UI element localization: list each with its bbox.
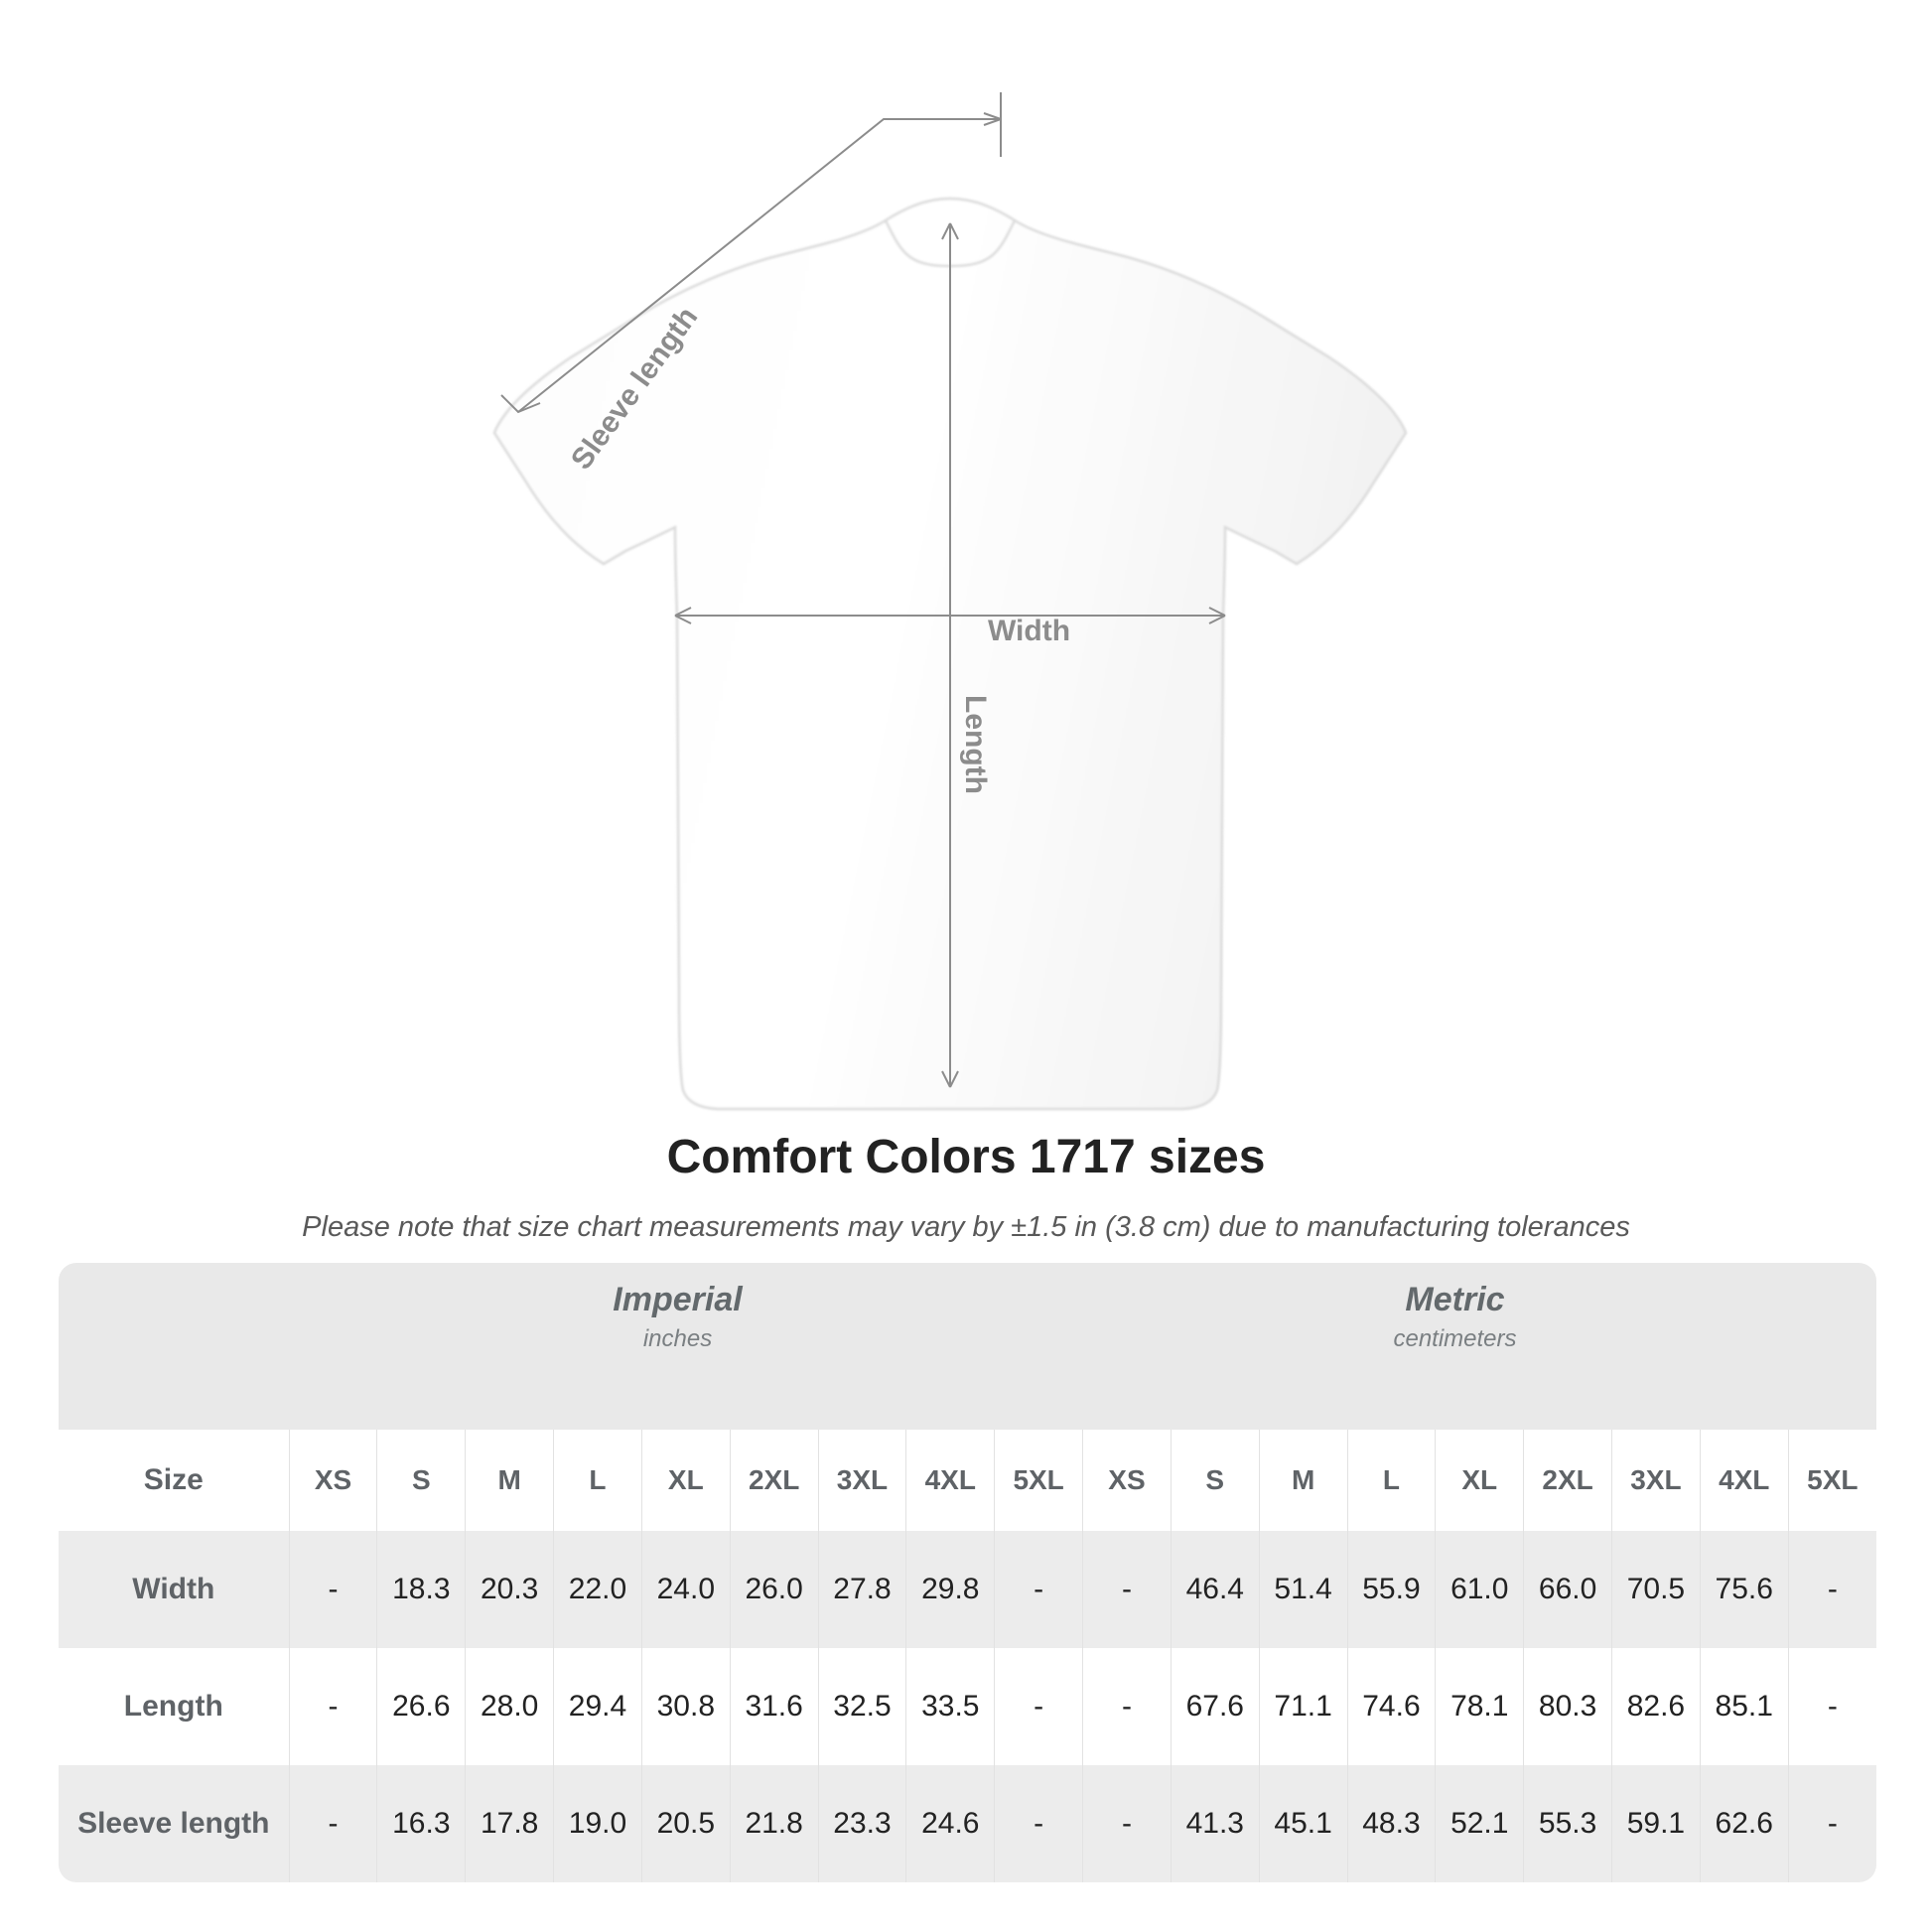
svg-text:Length: Length	[959, 695, 992, 794]
svg-text:Width: Width	[988, 615, 1070, 647]
